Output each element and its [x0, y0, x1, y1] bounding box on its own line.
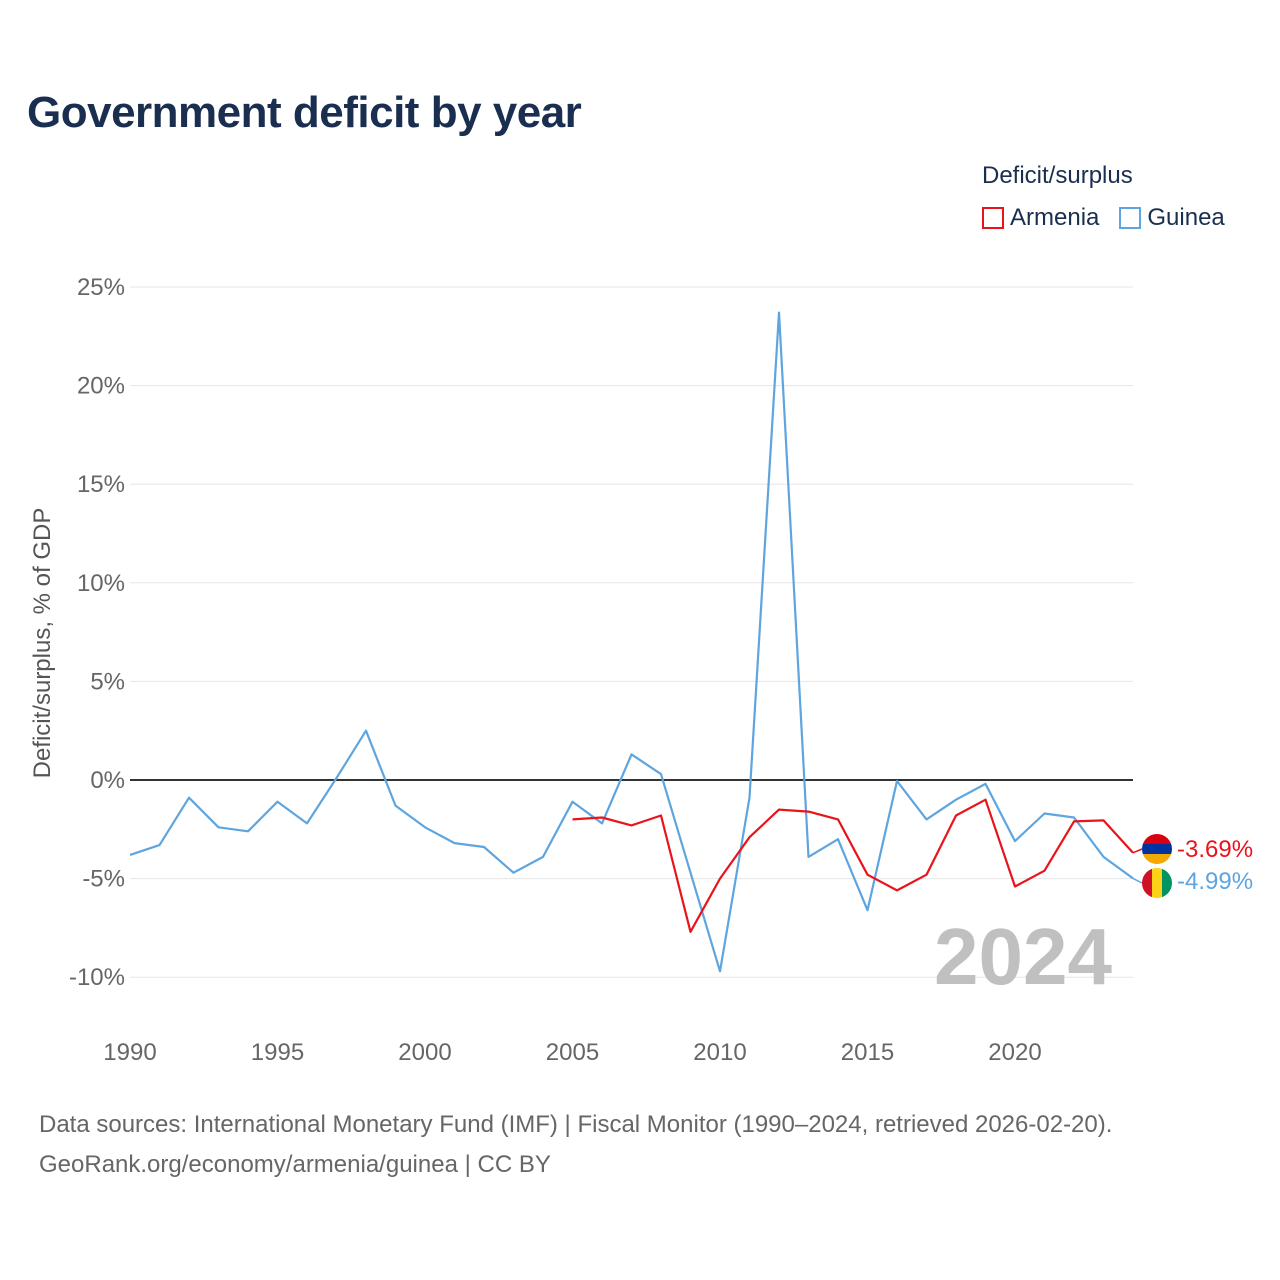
data-source-text: Data sources: International Monetary Fun…: [39, 1111, 1113, 1138]
y-tick-label: 25%: [77, 274, 125, 301]
armenia-flag-icon: [1142, 834, 1172, 864]
x-tick-label: 2010: [693, 1039, 746, 1066]
end-label-guinea: -4.99%: [1177, 868, 1253, 895]
x-tick-label: 2020: [988, 1039, 1041, 1066]
y-axis-label: Deficit/surplus, % of GDP: [29, 508, 56, 779]
y-tick-label: 0%: [90, 767, 125, 794]
x-tick-label: 2015: [841, 1039, 894, 1066]
legend-swatch-guinea: [1119, 207, 1142, 229]
series-line-armenia[interactable]: [572, 798, 1134, 933]
y-tick-label: 10%: [77, 570, 125, 597]
x-axis-ticks: 1990 1995 2000 2005 2010 2015 2020: [103, 1039, 1041, 1066]
y-tick-label: -10%: [69, 964, 125, 991]
source-link[interactable]: GeoRank.org/economy/armenia/guinea | CC …: [39, 1151, 551, 1178]
legend-label-armenia: Armenia: [1010, 204, 1100, 231]
end-connector-armenia: [1132, 848, 1143, 854]
footer: Data sources: International Monetary Fun…: [39, 1105, 1112, 1185]
end-label-armenia: -3.69%: [1177, 836, 1253, 863]
series-lines: [129, 311, 1143, 973]
year-watermark: 2024: [934, 912, 1112, 1001]
grid-lines: [130, 286, 1133, 978]
legend-label-guinea: Guinea: [1147, 204, 1225, 231]
legend: Deficit/surplus Armenia Guinea: [982, 162, 1225, 232]
legend-item-guinea[interactable]: Guinea: [1119, 204, 1225, 232]
y-tick-label: 5%: [90, 668, 125, 695]
end-connector-guinea: [1132, 877, 1143, 884]
x-tick-label: 1990: [103, 1039, 156, 1066]
x-tick-label: 1995: [251, 1039, 304, 1066]
y-tick-label: 20%: [77, 373, 125, 400]
series-line-guinea[interactable]: [129, 311, 1134, 973]
y-tick-label: -5%: [82, 866, 125, 893]
x-tick-label: 2005: [546, 1039, 599, 1066]
y-axis-ticks: 25% 20% 15% 10% 5% 0% -5% -10%: [69, 274, 125, 991]
legend-swatch-armenia: [982, 207, 1004, 229]
legend-title: Deficit/surplus: [982, 162, 1133, 189]
guinea-flag-icon: [1142, 868, 1172, 898]
chart-title: Government deficit by year: [27, 88, 582, 137]
legend-item-armenia[interactable]: Armenia: [982, 204, 1099, 232]
y-tick-label: 15%: [77, 471, 125, 498]
x-tick-label: 2000: [398, 1039, 451, 1066]
